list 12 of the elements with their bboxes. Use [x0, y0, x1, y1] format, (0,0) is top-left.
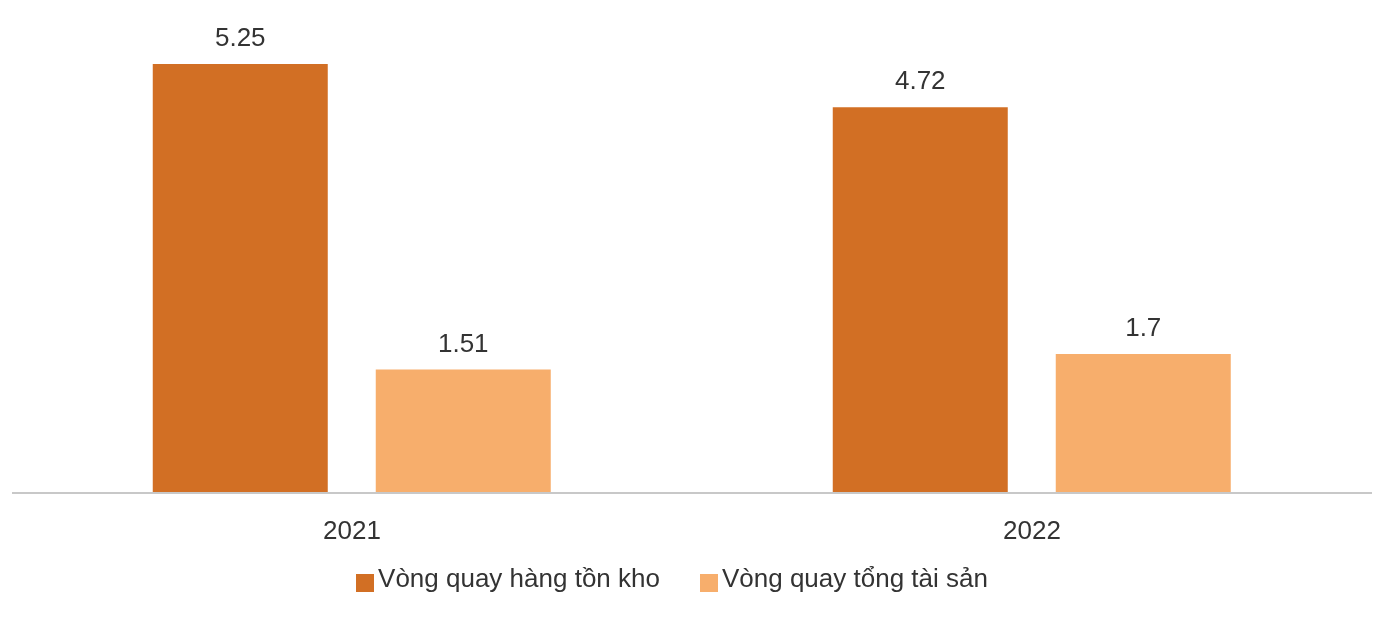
- data-label: 5.25: [214, 22, 266, 52]
- bar: [1055, 354, 1231, 493]
- data-label: 4.72: [894, 65, 946, 96]
- legend-label: Vòng quay hàng tồn kho: [378, 563, 660, 593]
- bar: [375, 369, 551, 493]
- legend-label: Vòng quay tổng tài sản: [721, 563, 988, 593]
- x-tick-label: 2022: [1003, 515, 1061, 546]
- bar: [832, 107, 1008, 493]
- bar: [152, 64, 328, 493]
- x-tick-label: 2021: [323, 515, 381, 546]
- data-label: 1.51: [437, 327, 489, 358]
- data-label: 1.7: [1125, 312, 1162, 343]
